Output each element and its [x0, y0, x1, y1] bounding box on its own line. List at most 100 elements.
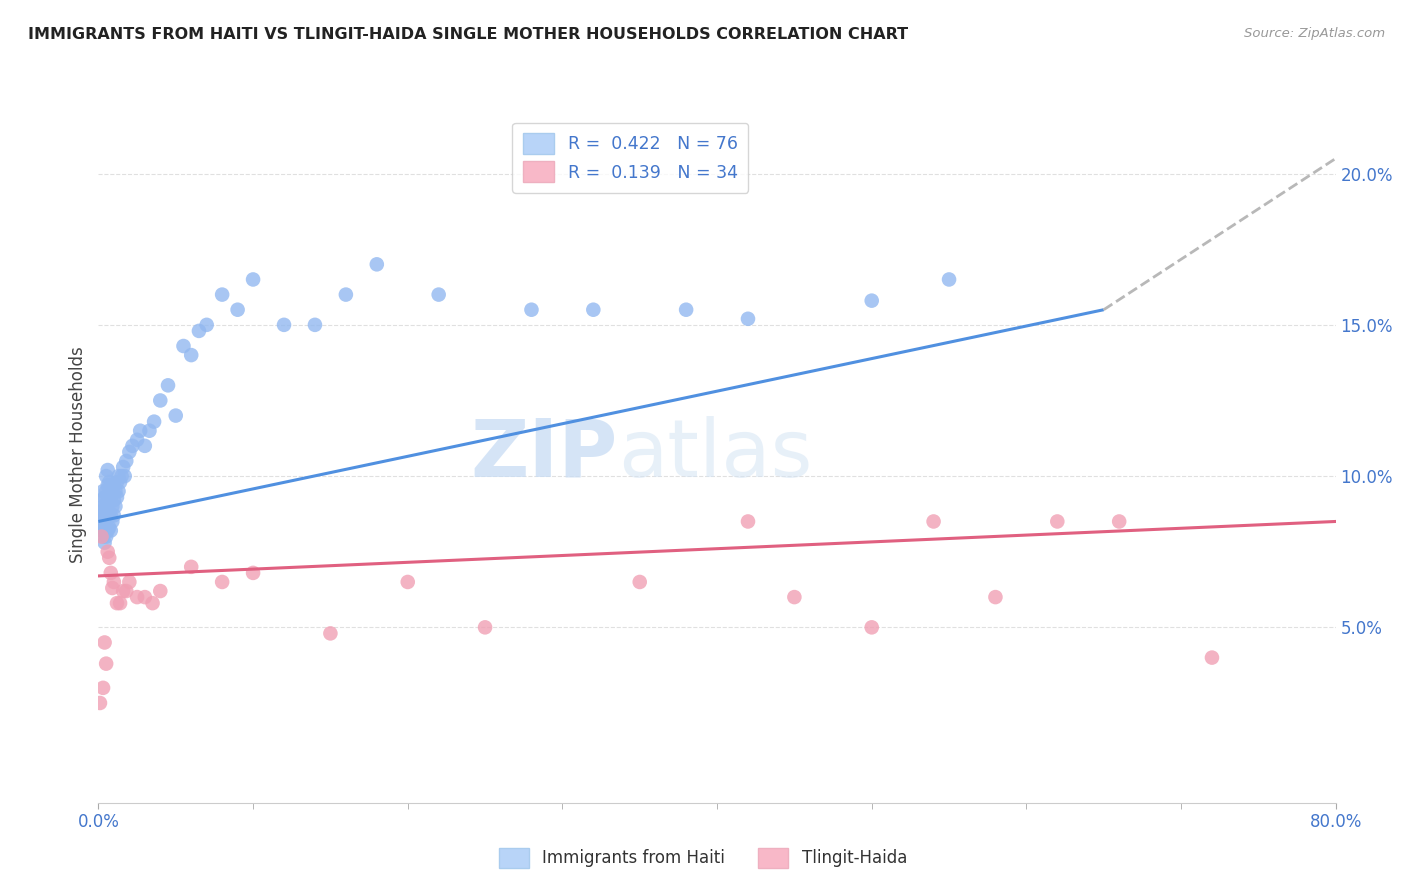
Point [121, 439, 143, 453]
Point [111, 469, 134, 483]
Point [143, 415, 166, 429]
Point [115, 584, 138, 599]
Point [127, 590, 149, 604]
Point [100, 508, 122, 523]
Point [101, 515, 124, 529]
Point [118, 445, 141, 459]
Point [129, 424, 152, 438]
Point [89, 505, 111, 519]
Point [96, 469, 118, 483]
Point [91, 515, 114, 529]
Point [89, 520, 111, 534]
Point [90, 530, 112, 544]
Point [100, 566, 122, 580]
Point [103, 478, 125, 492]
Point [675, 302, 697, 317]
Point [1108, 515, 1130, 529]
Point [520, 302, 543, 317]
Point [112, 460, 135, 475]
Point [149, 393, 172, 408]
Legend: R =  0.422   N = 76, R =  0.139   N = 34: R = 0.422 N = 76, R = 0.139 N = 34 [512, 123, 748, 193]
Text: ZIP: ZIP [471, 416, 619, 494]
Point [101, 500, 124, 514]
Point [115, 454, 138, 468]
Point [474, 620, 496, 634]
Point [107, 484, 129, 499]
Text: Source: ZipAtlas.com: Source: ZipAtlas.com [1244, 27, 1385, 40]
Point [582, 302, 605, 317]
Point [93, 535, 115, 549]
Point [97, 545, 120, 559]
Point [96, 515, 118, 529]
Point [105, 596, 128, 610]
Point [335, 287, 357, 301]
Text: atlas: atlas [619, 416, 813, 494]
Point [90, 508, 112, 523]
Point [427, 287, 450, 301]
Point [134, 439, 156, 453]
Point [157, 378, 180, 392]
Point [103, 574, 125, 589]
Point [98, 520, 121, 534]
Point [101, 581, 124, 595]
Point [90, 493, 112, 508]
Point [98, 475, 121, 490]
Point [100, 524, 122, 538]
Point [142, 596, 165, 610]
Point [134, 590, 156, 604]
Point [91, 681, 114, 695]
Point [108, 475, 131, 490]
Legend: Immigrants from Haiti, Tlingit-Haida: Immigrants from Haiti, Tlingit-Haida [492, 841, 914, 875]
Point [90, 524, 112, 538]
Point [938, 272, 960, 286]
Point [96, 484, 118, 499]
Point [173, 339, 195, 353]
Point [105, 475, 128, 490]
Point [180, 559, 202, 574]
Point [89, 696, 111, 710]
Point [922, 515, 945, 529]
Point [98, 550, 121, 565]
Point [93, 635, 115, 649]
Point [737, 515, 759, 529]
Point [105, 490, 128, 504]
Point [97, 478, 120, 492]
Point [1046, 515, 1069, 529]
Point [984, 590, 1007, 604]
Y-axis label: Single Mother Households: Single Mother Households [69, 347, 87, 563]
Point [149, 584, 172, 599]
Point [860, 293, 883, 308]
Point [783, 590, 806, 604]
Point [93, 490, 115, 504]
Point [91, 530, 114, 544]
Point [96, 530, 118, 544]
Point [195, 318, 218, 332]
Point [101, 484, 124, 499]
Point [242, 566, 264, 580]
Point [366, 257, 388, 271]
Point [273, 318, 295, 332]
Point [304, 318, 326, 332]
Point [118, 574, 141, 589]
Point [226, 302, 249, 317]
Point [396, 574, 419, 589]
Point [104, 484, 127, 499]
Point [112, 584, 135, 599]
Point [114, 469, 136, 483]
Point [100, 478, 122, 492]
Point [98, 505, 121, 519]
Point [104, 500, 127, 514]
Point [98, 490, 121, 504]
Point [97, 493, 120, 508]
Point [97, 463, 120, 477]
Point [860, 620, 883, 634]
Point [127, 433, 149, 447]
Point [108, 596, 131, 610]
Point [91, 484, 114, 499]
Point [93, 520, 115, 534]
Point [180, 348, 202, 362]
Point [138, 424, 160, 438]
Point [188, 324, 211, 338]
Point [96, 657, 118, 671]
Point [628, 574, 651, 589]
